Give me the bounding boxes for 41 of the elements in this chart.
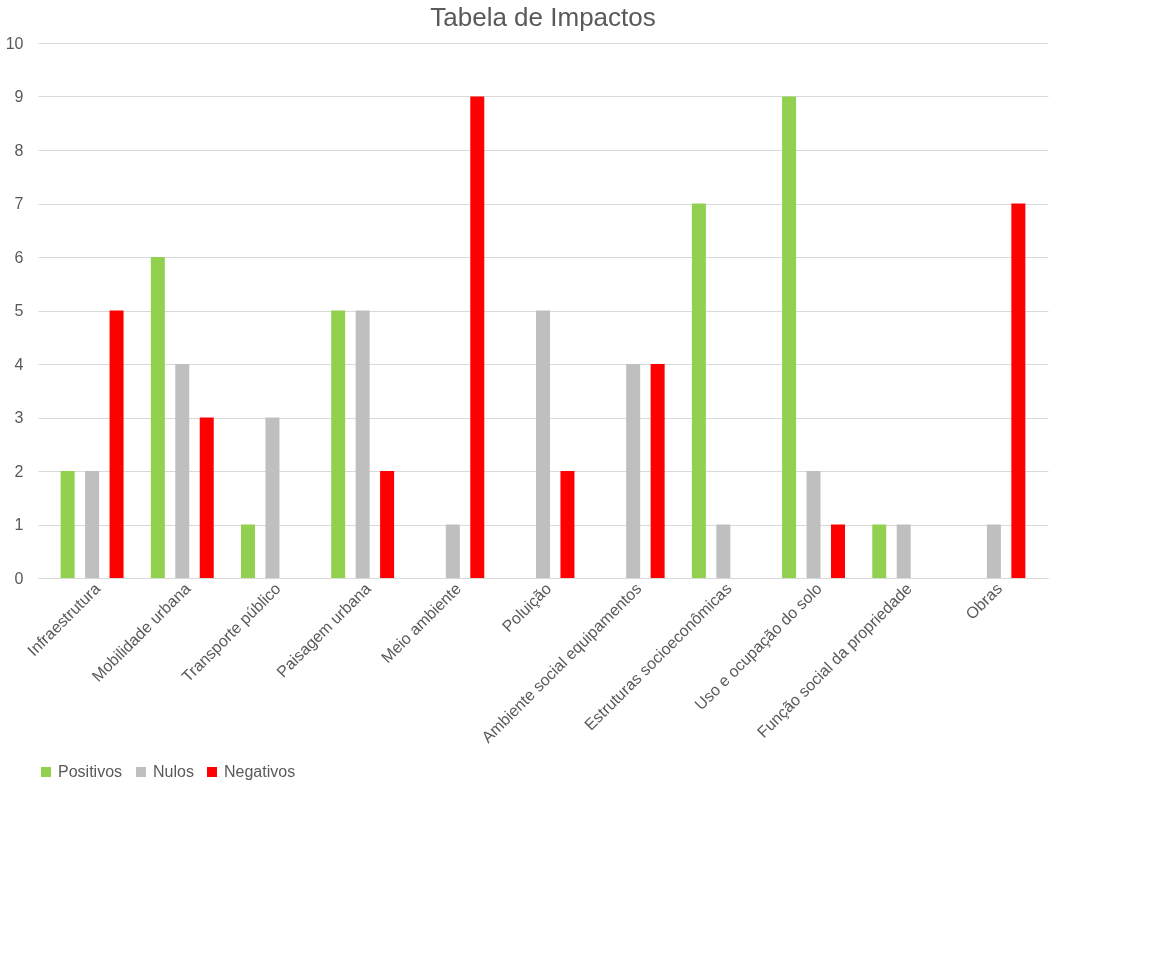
bar [445, 524, 460, 578]
bar [782, 96, 797, 578]
bar [380, 471, 395, 578]
bar [331, 310, 346, 578]
y-tick-label: 9 [14, 88, 24, 105]
bar [109, 310, 124, 578]
y-tick-label: 7 [14, 195, 24, 212]
y-tick-label: 8 [14, 141, 24, 159]
legend-label: Nulos [153, 763, 194, 780]
bar [1011, 203, 1026, 578]
bar [626, 364, 641, 578]
bar [691, 203, 706, 578]
bar [986, 524, 1001, 578]
y-tick-label: 4 [14, 355, 24, 373]
bar [806, 471, 821, 578]
bar [241, 524, 256, 578]
y-tick-label: 3 [14, 409, 24, 426]
y-tick-label: 2 [14, 462, 24, 480]
y-tick-label: 0 [14, 569, 24, 587]
bar [175, 364, 190, 578]
bar [896, 524, 911, 578]
bar [470, 96, 485, 578]
bar [265, 417, 280, 578]
bar [85, 471, 100, 578]
y-tick-label: 6 [14, 248, 24, 266]
y-tick-label: 10 [5, 34, 24, 52]
legend-label: Negativos [224, 763, 296, 780]
y-tick-label: 1 [14, 516, 24, 533]
bar [199, 417, 214, 578]
bar [150, 257, 165, 578]
bar [872, 524, 887, 578]
bar [355, 310, 370, 578]
bar [560, 471, 575, 578]
bar [60, 471, 75, 578]
bar [536, 310, 550, 578]
bar [830, 524, 845, 578]
bar [716, 524, 731, 578]
bar [650, 364, 665, 578]
chart-title: Tabela de Impactos [430, 2, 656, 32]
legend-label: Positivos [58, 763, 123, 780]
y-tick-label: 5 [14, 302, 24, 319]
